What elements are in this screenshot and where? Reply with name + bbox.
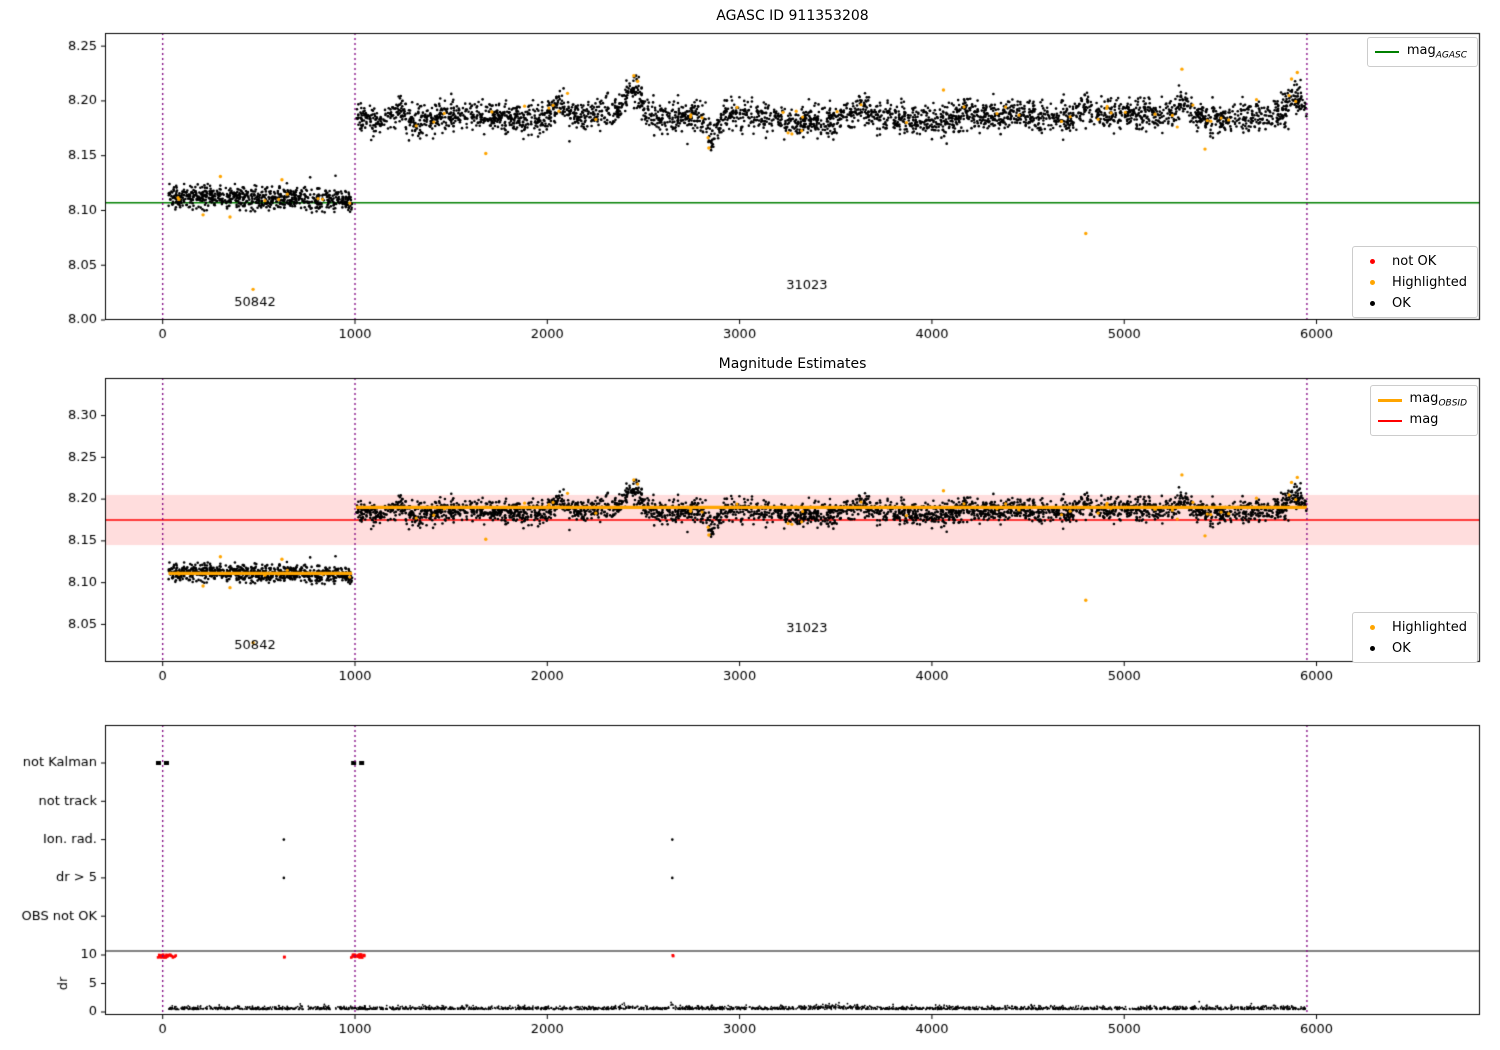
legend-mag-obsid: magOBSID mag xyxy=(1369,385,1478,436)
red-line-swatch xyxy=(1377,420,1402,422)
legend-label-ok-2: OK xyxy=(1392,640,1411,656)
ok-dot-icon xyxy=(1360,300,1384,306)
legend-label-not-ok: not OK xyxy=(1392,253,1437,269)
legend-item-mag: mag xyxy=(1377,411,1467,431)
flags-dr-plot xyxy=(0,700,1500,1050)
legend-mag-agasc: magAGASC xyxy=(1366,37,1478,67)
legend-point-classes: not OK Highlighted OK xyxy=(1352,246,1478,318)
legend-item-highlighted: Highlighted xyxy=(1360,272,1467,292)
legend-item-ok: OK xyxy=(1360,293,1467,313)
legend-item-mag-obsid: magOBSID xyxy=(1377,390,1467,410)
agasc-magnitude-plot xyxy=(0,0,1500,350)
legend-item-ok-2: OK xyxy=(1360,638,1467,658)
green-line-swatch xyxy=(1374,51,1399,53)
legend-point-classes-2: Highlighted OK xyxy=(1352,612,1478,663)
highlighted-dot-icon xyxy=(1360,624,1384,630)
agasc-plot-title: AGASC ID 911353208 xyxy=(716,8,869,24)
not-ok-dot-icon xyxy=(1360,258,1384,264)
highlighted-dot-icon xyxy=(1360,279,1384,285)
legend-item-highlighted-2: Highlighted xyxy=(1360,617,1467,637)
legend-item-not-ok: not OK xyxy=(1360,251,1467,271)
ok-dot-icon xyxy=(1360,645,1384,651)
legend-label-mag: mag xyxy=(1409,412,1439,428)
legend-label-ok: OK xyxy=(1392,295,1411,311)
legend-label-highlighted: Highlighted xyxy=(1392,274,1467,290)
magnitude-estimates-plot xyxy=(0,350,1500,700)
legend-label-mag-agasc: magAGASC xyxy=(1406,43,1467,61)
legend-item-mag-agasc: magAGASC xyxy=(1374,42,1467,62)
orange-line-swatch xyxy=(1377,398,1402,402)
legend-label-mag-obsid: magOBSID xyxy=(1409,391,1467,409)
magnitude-estimates-title: Magnitude Estimates xyxy=(718,356,867,372)
legend-label-highlighted-2: Highlighted xyxy=(1392,619,1467,635)
